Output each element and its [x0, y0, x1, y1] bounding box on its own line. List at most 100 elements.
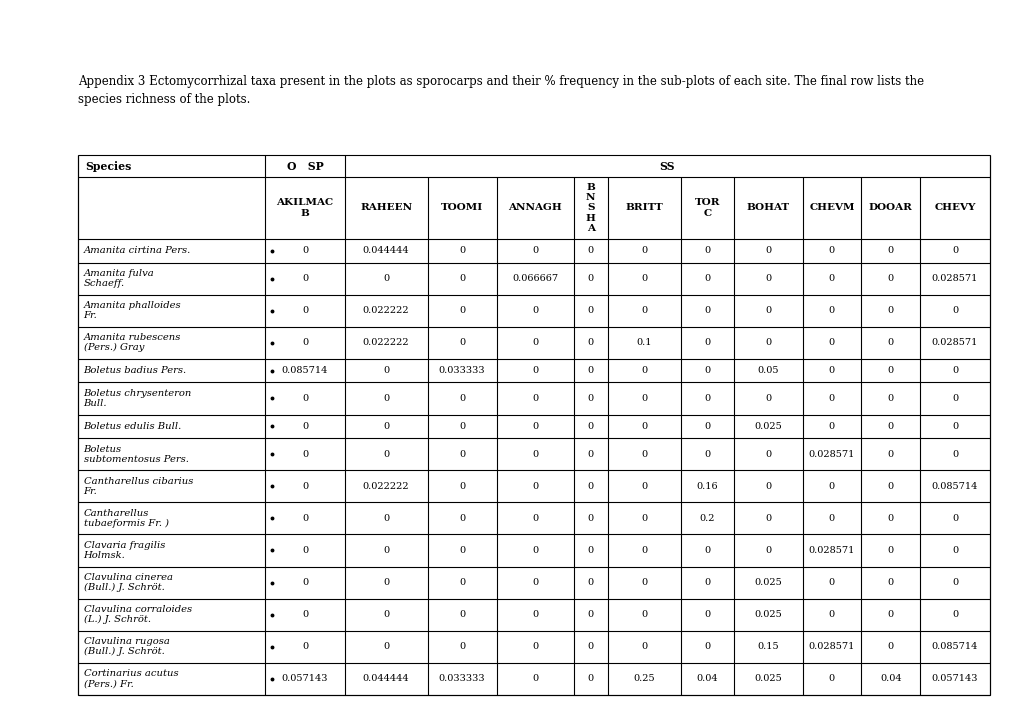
Text: 0: 0: [302, 450, 308, 459]
Text: 0: 0: [641, 422, 647, 431]
Text: 0: 0: [641, 578, 647, 587]
Text: 0: 0: [532, 366, 538, 375]
Text: 0: 0: [532, 394, 538, 403]
Text: Species: Species: [86, 161, 131, 171]
Text: 0.057143: 0.057143: [931, 675, 977, 683]
Text: 0.022222: 0.022222: [363, 306, 409, 315]
Text: 0.15: 0.15: [756, 642, 779, 652]
Text: CHEVM: CHEVM: [808, 204, 854, 212]
Text: 0: 0: [302, 546, 308, 555]
Text: 0: 0: [587, 246, 593, 256]
Text: 0: 0: [828, 366, 835, 375]
Text: 0: 0: [641, 394, 647, 403]
Text: 0: 0: [459, 514, 465, 523]
Text: 0: 0: [641, 274, 647, 283]
Text: 0: 0: [587, 514, 593, 523]
Text: 0: 0: [641, 642, 647, 652]
Text: 0: 0: [887, 274, 893, 283]
Text: 0: 0: [459, 394, 465, 403]
Text: 0: 0: [887, 366, 893, 375]
Text: 0: 0: [703, 246, 709, 256]
Text: TOOMI: TOOMI: [440, 204, 483, 212]
Text: 0: 0: [887, 246, 893, 256]
Text: 0: 0: [951, 394, 957, 403]
Text: 0: 0: [887, 338, 893, 347]
Text: Boletus
subtomentosus Pers.: Boletus subtomentosus Pers.: [84, 445, 189, 464]
Text: 0: 0: [828, 306, 835, 315]
Text: 0: 0: [828, 675, 835, 683]
Text: ANNAGH: ANNAGH: [507, 204, 561, 212]
Text: 0: 0: [703, 546, 709, 555]
Text: Cortinarius acutus
(Pers.) Fr.: Cortinarius acutus (Pers.) Fr.: [84, 670, 178, 688]
Text: 0: 0: [587, 675, 593, 683]
Text: 0.022222: 0.022222: [363, 338, 409, 347]
Text: 0: 0: [703, 578, 709, 587]
Text: 0.033333: 0.033333: [438, 675, 485, 683]
Text: SS: SS: [659, 161, 675, 171]
Text: 0: 0: [641, 450, 647, 459]
Text: 0: 0: [302, 514, 308, 523]
Text: 0.033333: 0.033333: [438, 366, 485, 375]
Text: 0: 0: [641, 514, 647, 523]
Text: 0: 0: [828, 394, 835, 403]
Text: 0: 0: [951, 306, 957, 315]
Text: Amanita fulva
Schaeff.: Amanita fulva Schaeff.: [84, 269, 154, 288]
Text: 0: 0: [302, 578, 308, 587]
Text: 0: 0: [887, 394, 893, 403]
Text: BRITT: BRITT: [625, 204, 662, 212]
Text: 0: 0: [641, 306, 647, 315]
Text: AKILMAC
B: AKILMAC B: [276, 198, 333, 217]
Text: 0: 0: [532, 422, 538, 431]
Text: Clavulina corraloides
(L.) J. Schröt.: Clavulina corraloides (L.) J. Schröt.: [84, 605, 192, 624]
Text: 0: 0: [951, 546, 957, 555]
Text: 0: 0: [382, 394, 388, 403]
Text: 0: 0: [587, 394, 593, 403]
Text: 0.2: 0.2: [699, 514, 714, 523]
Text: Boletus badius Pers.: Boletus badius Pers.: [84, 366, 186, 375]
Text: 0: 0: [951, 578, 957, 587]
Text: 0: 0: [764, 338, 770, 347]
Text: 0: 0: [703, 450, 709, 459]
Text: 0: 0: [302, 338, 308, 347]
Text: 0: 0: [459, 642, 465, 652]
Text: 0.1: 0.1: [636, 338, 651, 347]
Text: 0.044444: 0.044444: [363, 246, 409, 256]
Text: 0.025: 0.025: [753, 611, 782, 619]
Text: 0: 0: [951, 450, 957, 459]
Text: 0: 0: [587, 274, 593, 283]
Text: 0: 0: [459, 611, 465, 619]
Text: 0.022222: 0.022222: [363, 482, 409, 491]
Text: 0: 0: [828, 578, 835, 587]
Text: 0: 0: [382, 422, 388, 431]
Text: 0: 0: [459, 578, 465, 587]
Text: 0: 0: [302, 394, 308, 403]
Text: 0.25: 0.25: [633, 675, 654, 683]
Text: 0: 0: [641, 482, 647, 491]
Text: 0.04: 0.04: [696, 675, 717, 683]
Text: 0: 0: [459, 338, 465, 347]
Text: 0: 0: [302, 642, 308, 652]
Text: 0: 0: [703, 306, 709, 315]
Text: 0: 0: [764, 274, 770, 283]
Text: 0: 0: [641, 611, 647, 619]
Text: Amanita phalloides
Fr.: Amanita phalloides Fr.: [84, 301, 181, 320]
Text: 0.025: 0.025: [753, 675, 782, 683]
Text: 0: 0: [382, 514, 388, 523]
Text: 0: 0: [382, 366, 388, 375]
Text: 0: 0: [532, 450, 538, 459]
Text: 0.16: 0.16: [696, 482, 717, 491]
Text: 0: 0: [587, 611, 593, 619]
Text: Boletus chrysenteron
Bull.: Boletus chrysenteron Bull.: [84, 389, 192, 408]
Text: 0: 0: [302, 482, 308, 491]
Text: 0: 0: [951, 422, 957, 431]
Text: 0: 0: [703, 338, 709, 347]
Text: Cantharellus cibarius
Fr.: Cantharellus cibarius Fr.: [84, 477, 193, 496]
Text: 0: 0: [587, 482, 593, 491]
Text: 0: 0: [641, 546, 647, 555]
Text: 0: 0: [887, 422, 893, 431]
Text: 0: 0: [532, 514, 538, 523]
Text: O   SP: O SP: [286, 161, 323, 171]
Text: 0: 0: [641, 246, 647, 256]
Text: 0.028571: 0.028571: [808, 642, 854, 652]
Text: 0: 0: [532, 578, 538, 587]
